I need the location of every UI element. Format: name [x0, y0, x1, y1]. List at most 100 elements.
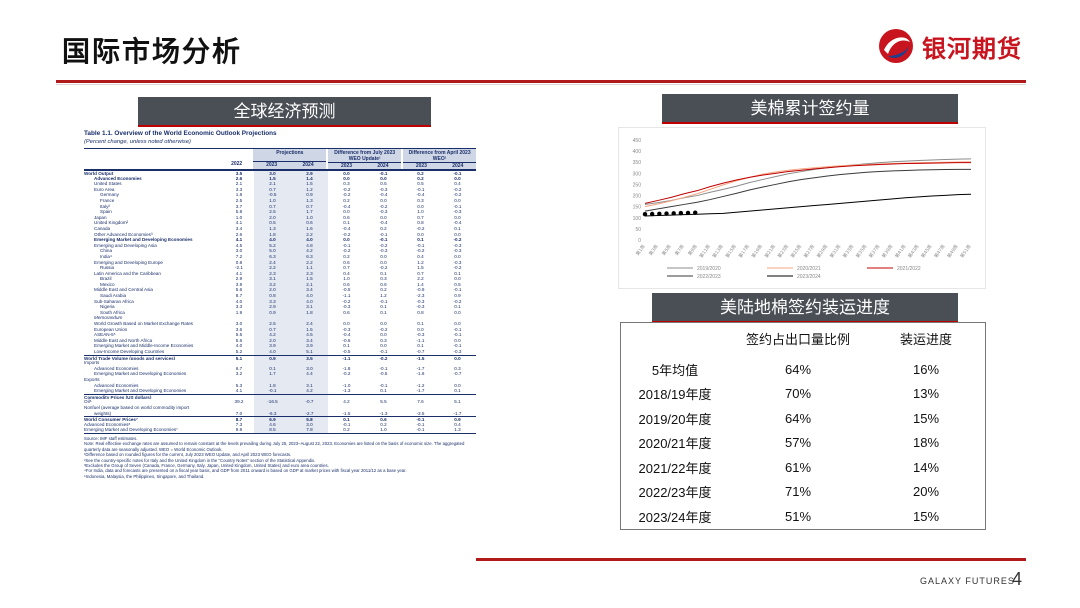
imf-cell: -0.5	[379, 371, 388, 377]
imf-row-label: Other Advanced Economies³	[94, 231, 153, 237]
imf-note: Source: IMF staff estimates.	[84, 435, 138, 441]
imf-cell: 5.6	[235, 287, 243, 293]
table-row: India⁴ 7.2 6.3 6.3 0.2 0.0 0.4 0.0	[84, 253, 476, 260]
imf-cell: 3.2	[254, 281, 291, 288]
imf-cell: -0.3	[453, 349, 462, 354]
imf-cell: 0.3	[343, 181, 350, 187]
imf-cell: -0.7	[291, 399, 328, 405]
imf-cell: 0.0	[454, 337, 461, 343]
imf-cell: 0.1	[454, 304, 461, 310]
imf-cell: 2.2	[417, 276, 424, 282]
imf-cell: -0.2	[453, 186, 462, 192]
imf-row-label: Italy²	[100, 203, 110, 209]
cell-signed-ratio: 51%	[784, 508, 812, 524]
imf-cell: 1.5	[291, 326, 328, 333]
table-row: Emerging Market and Developing Economies…	[84, 427, 476, 433]
imf-cell: 3.0	[235, 321, 243, 327]
imf-cell: -0.1	[342, 421, 351, 427]
imf-cell: -1.3	[379, 410, 388, 416]
imf-cell: 4.2	[254, 332, 291, 338]
y-tick-label: 300	[633, 171, 642, 177]
imf-cell: 0.4	[454, 421, 461, 427]
imf-cell: 0.4	[417, 253, 424, 259]
imf-row-label: Emerging Market and Middle-Income Econom…	[94, 343, 194, 349]
table-row: Emerging Market and Developing Economies…	[84, 237, 476, 243]
imf-cell: 2.1	[254, 181, 291, 187]
cell-signed-ratio: 64%	[784, 361, 812, 377]
imf-row-label: Low-Income Developing Countries	[94, 349, 165, 354]
data-point-marker	[693, 210, 698, 215]
imf-cell: 7.3	[235, 421, 243, 427]
imf-cell: 0.7	[291, 203, 328, 210]
imf-cell: 0.0	[343, 209, 350, 215]
imf-row-label: South Africa	[100, 309, 125, 315]
imf-cell: 1.5	[291, 181, 328, 187]
table-row: Nonfuel (average based on world commodit…	[84, 404, 476, 411]
table-row: Mexico 3.9 3.2 2.1 0.6 0.6 1.4 0.5	[84, 281, 476, 288]
row-season: 2022/23年度	[638, 485, 712, 501]
imf-cell: 4.8	[291, 242, 328, 249]
x-tick-label: 第51周	[958, 243, 972, 259]
row-season: 5年均值	[651, 362, 699, 378]
imf-row-label: Nigeria	[100, 304, 115, 310]
imf-cell: 1.0	[254, 197, 291, 204]
imf-cell: 0.1	[380, 304, 387, 310]
imf-cell: 4.0	[291, 237, 328, 243]
imf-cell: 5.1	[291, 349, 328, 355]
table-row: Middle East and North Africa 5.6 2.0 3.4 -0.…	[84, 337, 476, 344]
series-line-2021-2022	[644, 162, 971, 204]
imf-row-label: World Growth Based on Market Exchange Ra…	[94, 321, 193, 327]
imf-cell	[291, 360, 328, 366]
imf-cell: 4.4	[291, 371, 328, 377]
imf-cell: 0.6	[343, 309, 350, 315]
imf-cell: 3.0	[291, 365, 328, 372]
y-tick-label: 50	[635, 227, 641, 233]
imf-cell: -6.3	[254, 410, 291, 417]
imf-cell: 1.2	[291, 186, 328, 193]
imf-cell: 0.1	[417, 343, 424, 349]
imf-cell: -16.5	[254, 399, 291, 405]
imf-cell: -0.1	[453, 326, 462, 332]
imf-cell: 1.6	[291, 225, 328, 232]
imf-cell: 6.3	[254, 253, 291, 260]
x-tick-label: 第3周	[647, 243, 660, 257]
imf-cell: 0.0	[380, 321, 387, 327]
table-row: Emerging and Developing Asia 4.5 5.2 4.8 -0.…	[84, 242, 476, 249]
imf-cell: -2.1	[235, 265, 243, 271]
imf-cell: 2.1	[235, 181, 243, 187]
imf-cell: 0.5	[380, 181, 387, 187]
imf-cell: 0.0	[454, 253, 461, 259]
imf-cell: 7.2	[235, 253, 243, 259]
imf-cell: 0.0	[343, 175, 350, 181]
table-row: Nigeria 3.3 2.9 3.1 -0.3 0.1 -0.3 0.1	[84, 304, 476, 310]
imf-cell: 0.7	[417, 214, 424, 220]
imf-cell: 0.0	[343, 321, 350, 327]
imf-cell: 4.2	[343, 399, 350, 405]
x-tick-label: 第33周	[841, 243, 855, 259]
imf-cell: 0.6	[343, 259, 350, 265]
imf-cell: 0.0	[380, 343, 387, 349]
imf-cell: -0.3	[453, 209, 462, 215]
imf-cell: 2.4	[291, 321, 328, 327]
imf-cell	[291, 404, 328, 411]
imf-cell: 0.0	[380, 175, 387, 181]
series-line-2022-2023	[644, 168, 971, 212]
imf-cell: 0.3	[417, 197, 424, 203]
imf-row-label: ASEAN-5⁵	[94, 332, 116, 338]
y-tick-label: 150	[633, 205, 642, 211]
imf-cell: 0.4	[343, 270, 350, 276]
imf-cell: 3.1	[254, 276, 291, 282]
x-tick-label: 第1周	[634, 243, 647, 257]
imf-cell: 8.7	[235, 417, 243, 423]
data-point-marker	[664, 211, 669, 216]
imf-cell: 1.8	[254, 231, 291, 238]
logo-text: 银河期货	[922, 35, 1022, 63]
imf-cell: -0.1	[416, 421, 425, 427]
data-point-marker	[657, 211, 662, 216]
imf-cell: -0.2	[379, 326, 388, 332]
imf-table-notes: Source: IMF staff estimates. Note: Real e…	[84, 432, 476, 479]
imf-cell: 0.6	[343, 281, 350, 287]
imf-cell: 1.5	[254, 175, 291, 182]
imf-cell: -1.0	[342, 382, 351, 388]
imf-cell: -1.3	[342, 388, 351, 394]
